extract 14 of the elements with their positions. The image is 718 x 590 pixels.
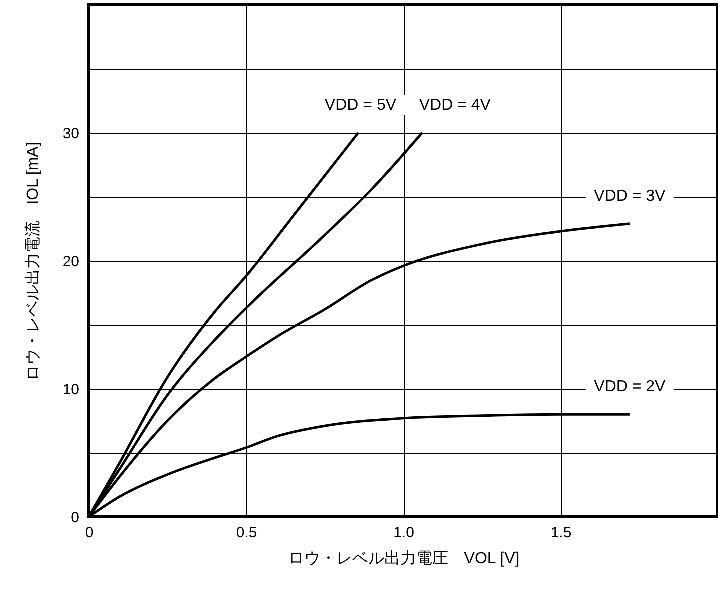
y-tick-label: 10 [62,382,80,398]
series-label: VDD = 5V [324,97,397,114]
x-tick-label: 0 [85,524,94,542]
x-tick-label: 1.0 [394,524,414,542]
x-tick-label: 1.5 [550,524,572,542]
y-axis-title: ロウ・レベル出力電流 IOL [mA] [24,142,42,381]
series-label: VDD = 3V [594,188,666,205]
y-tick-label: 0 [71,510,80,526]
y-tick-label: 30 [62,126,80,142]
y-tick-label: 20 [62,254,80,270]
x-tick-label: 0.5 [236,524,258,542]
series-label: VDD = 2V [594,378,666,396]
series-label: VDD = 4V [419,97,492,114]
x-axis-title: ロウ・レベル出力電圧 VOL [V] [288,550,520,568]
